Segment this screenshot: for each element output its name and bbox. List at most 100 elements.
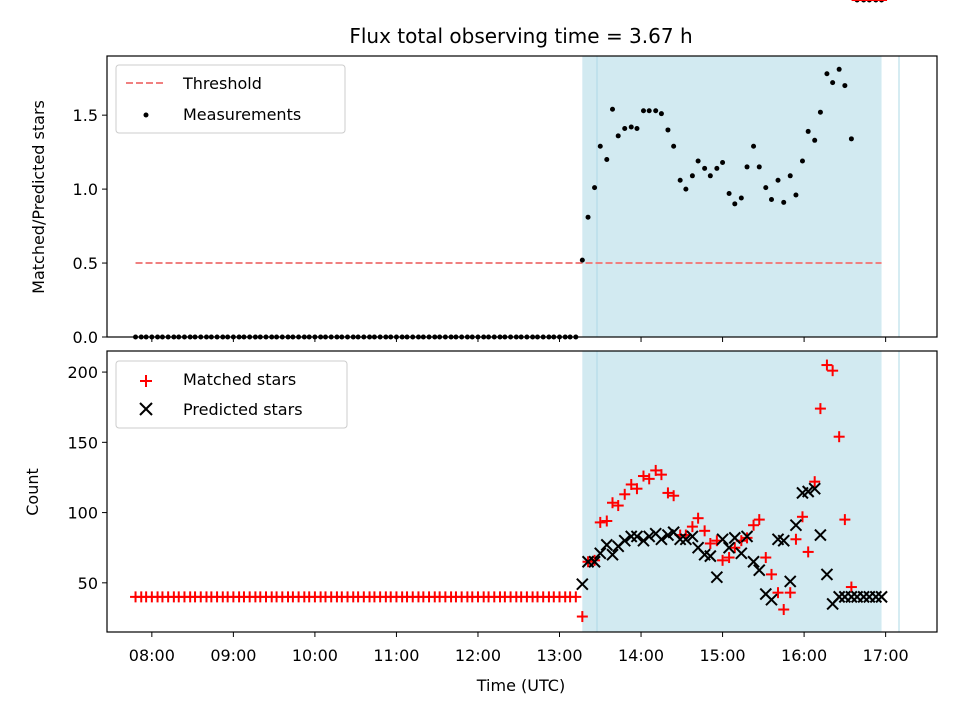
predicted-star-point xyxy=(710,570,724,584)
measurement-point xyxy=(597,143,603,149)
y-tick-label: 0.5 xyxy=(73,254,98,273)
count-legend: Matched stars Predicted stars xyxy=(115,360,348,429)
predicted-star-point xyxy=(679,533,693,546)
observing-window-shade xyxy=(582,56,882,337)
matched-star-point xyxy=(717,554,729,566)
measurement-point xyxy=(646,108,652,114)
predicted-star-point xyxy=(588,555,601,568)
matched-star-point xyxy=(729,542,741,554)
measurement-point xyxy=(751,143,757,149)
matched-star-point xyxy=(784,587,796,599)
matched-star-point xyxy=(796,511,808,523)
predicted-star-point xyxy=(740,530,754,543)
matched-star-point xyxy=(833,431,845,443)
matched-star-point xyxy=(570,591,582,603)
predicted-star-point xyxy=(753,563,766,577)
x-tick-label: 10:00 xyxy=(292,646,338,665)
matched-star-point xyxy=(704,537,716,549)
matched-star-point xyxy=(607,497,619,509)
predicted-star-point xyxy=(777,534,790,547)
matched-star-point xyxy=(650,464,662,476)
matched-star-point xyxy=(753,514,765,526)
y-tick-label: 0.0 xyxy=(73,328,98,347)
matched-star-point xyxy=(827,365,839,377)
measurement-point xyxy=(726,191,732,197)
measurement-point xyxy=(799,158,805,164)
count-panel: 50 100 150 200 08:00 09:00 10:00 11:00 12:00 13:… xyxy=(23,0,938,695)
ratio-y-axis-label: Matched/Predicted stars xyxy=(29,100,48,294)
matched-star-point xyxy=(576,611,588,623)
matched-star-point xyxy=(692,512,704,524)
measurement-point xyxy=(763,185,769,191)
x-tick-label: 09:00 xyxy=(210,646,256,665)
predicted-star-point xyxy=(765,593,778,606)
predicted-star-point xyxy=(845,590,858,604)
count-y-axis-label: Count xyxy=(23,468,42,516)
matched-legend-label: Matched stars xyxy=(183,370,296,389)
y-tick-label: 1.5 xyxy=(73,106,98,125)
predicted-star-point xyxy=(637,534,650,547)
predicted-star-point xyxy=(784,575,797,588)
measurement-point xyxy=(848,136,854,142)
measurement-point xyxy=(677,177,683,183)
predicted-star-point xyxy=(857,590,870,604)
observing-window-shade-lower xyxy=(582,351,882,632)
y-tick-label: 200 xyxy=(67,363,98,382)
measurement-point xyxy=(640,108,646,114)
predicted-star-point xyxy=(704,549,717,563)
x-tick-label: 11:00 xyxy=(373,646,419,665)
measurement-point xyxy=(634,125,640,131)
matched-star-point xyxy=(765,568,777,580)
measurement-point xyxy=(615,133,621,139)
measurement-point xyxy=(695,158,701,164)
measurement-point xyxy=(665,127,671,133)
matched-star-point xyxy=(662,487,674,499)
predicted-star-point xyxy=(716,533,729,546)
matched-star-point xyxy=(612,500,624,512)
predicted-legend-label: Predicted stars xyxy=(183,400,303,419)
matched-star-point xyxy=(619,488,631,500)
predicted-star-point xyxy=(630,530,644,543)
matched-star-point xyxy=(772,587,784,599)
matched-star-point xyxy=(809,476,821,488)
predicted-star-point xyxy=(728,531,742,545)
measurement-point xyxy=(732,201,738,207)
predicted-star-point xyxy=(869,590,883,604)
x-tick-label: 12:00 xyxy=(455,646,501,665)
matched-star-point xyxy=(814,403,826,415)
matched-star-point xyxy=(601,515,613,527)
matched-star-point xyxy=(760,552,772,564)
measurement-point xyxy=(707,173,713,179)
predicted-star-point xyxy=(789,519,803,532)
measurement-point xyxy=(787,173,793,179)
predicted-star-point xyxy=(722,541,736,554)
measurement-point xyxy=(689,173,695,179)
matched-star-point xyxy=(637,470,649,482)
measurement-point xyxy=(604,157,610,163)
matched-legend-swatch xyxy=(140,375,152,387)
count-legend-box xyxy=(115,360,348,429)
measurement-point xyxy=(702,165,708,171)
matched-star-point xyxy=(699,525,711,537)
matched-star-point xyxy=(790,533,802,545)
matched-star-point xyxy=(594,516,606,528)
predicted-star-point xyxy=(642,530,656,543)
matched-star-point xyxy=(839,514,851,526)
measurement-point xyxy=(842,83,848,89)
matched-star-point xyxy=(625,478,637,490)
measurement-point xyxy=(610,106,616,112)
predicted-star-point xyxy=(875,590,888,604)
measurement-point xyxy=(658,111,664,117)
measurement-point xyxy=(653,108,659,114)
measurement-point xyxy=(683,186,689,192)
ratio-panel: 0.0 0.5 1.0 1.5 Matched/Predicted stars Thr… xyxy=(29,0,938,347)
ratio-legend: Threshold Measurements xyxy=(115,64,346,134)
matched-star-point xyxy=(686,521,698,533)
y-tick-label: 1.0 xyxy=(73,180,98,199)
measurement-point xyxy=(720,159,726,165)
x-tick-label: 14:00 xyxy=(618,646,664,665)
ratio-legend-box xyxy=(115,64,346,134)
measurement-point xyxy=(756,164,762,170)
y-tick-label: 100 xyxy=(67,504,98,523)
measurements-legend-label: Measurements xyxy=(183,105,301,124)
